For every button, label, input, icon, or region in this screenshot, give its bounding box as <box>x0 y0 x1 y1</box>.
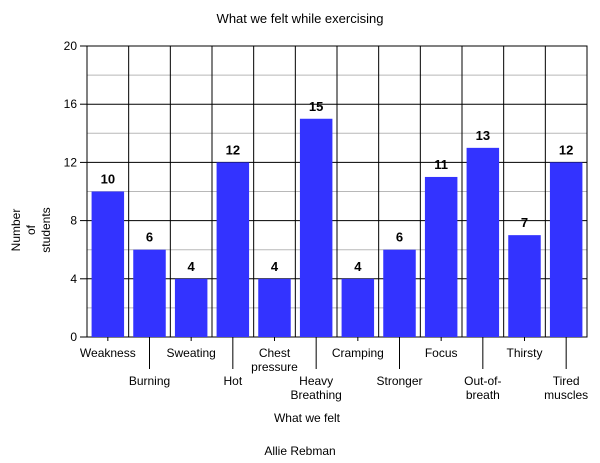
bar <box>258 278 291 337</box>
x-tick-label: Chest pressure <box>251 346 298 374</box>
chart-title: What we felt while exercising <box>217 11 384 26</box>
x-tick-label: Burning <box>129 374 170 388</box>
x-tick-label: Thirsty <box>507 346 543 360</box>
bar <box>133 249 166 337</box>
x-tick-label: Tired muscles <box>544 374 588 402</box>
bar-value-label: 10 <box>101 172 115 187</box>
bar-value-label: 4 <box>188 259 196 274</box>
bars: 10 6 4 12 4 15 4 6 11 13 7 12 <box>91 99 583 337</box>
bar <box>383 249 416 337</box>
bar <box>174 278 208 337</box>
y-tick-label: 16 <box>64 97 78 111</box>
chart-author: Allie Rebman <box>264 444 335 458</box>
x-tick-label: Sweating <box>166 346 215 360</box>
x-axis-label: What we felt <box>274 411 341 425</box>
bar-value-label: 6 <box>396 230 403 245</box>
y-tick-label: 4 <box>70 272 77 286</box>
bar-value-label: 7 <box>521 215 528 230</box>
plot-border <box>86 45 588 338</box>
x-tick-label: Cramping <box>332 346 384 360</box>
x-tick-label: Out-of-breath <box>464 374 501 402</box>
y-axis: 0 4 8 12 16 20 <box>64 39 87 344</box>
bar-value-label: 6 <box>146 230 153 245</box>
y-axis-label: students <box>39 207 53 252</box>
x-tick-label: Heavy Breathing <box>290 374 341 402</box>
x-tick-label: Focus <box>425 346 458 360</box>
x-axis: Weakness Burning Sweating Hot Chest pressureH… <box>80 337 588 402</box>
x-tick-label: Hot <box>223 374 242 388</box>
bar <box>91 191 125 337</box>
y-axis-label: of <box>24 224 38 235</box>
y-tick-label: 20 <box>64 39 78 53</box>
bar <box>549 162 583 337</box>
bar <box>299 118 333 337</box>
bar <box>424 176 458 337</box>
bar-value-label: 12 <box>559 142 573 157</box>
x-tick-label: Weakness <box>80 346 136 360</box>
grid <box>86 45 588 338</box>
y-tick-label: 8 <box>70 214 77 228</box>
bar-value-label: 15 <box>309 99 323 114</box>
bar-value-label: 13 <box>476 128 490 143</box>
bar-value-label: 12 <box>226 142 240 157</box>
y-tick-label: 0 <box>70 330 77 344</box>
bar-value-label: 4 <box>271 259 279 274</box>
bar <box>466 147 500 337</box>
bar-value-label: 4 <box>354 259 362 274</box>
bar <box>216 162 250 337</box>
x-tick-label: Stronger <box>376 374 422 388</box>
y-tick-label: 12 <box>64 155 78 169</box>
bar-value-label: 11 <box>434 157 448 172</box>
y-axis-label: Number <box>9 209 23 252</box>
bar <box>508 235 541 337</box>
bar <box>341 278 375 337</box>
